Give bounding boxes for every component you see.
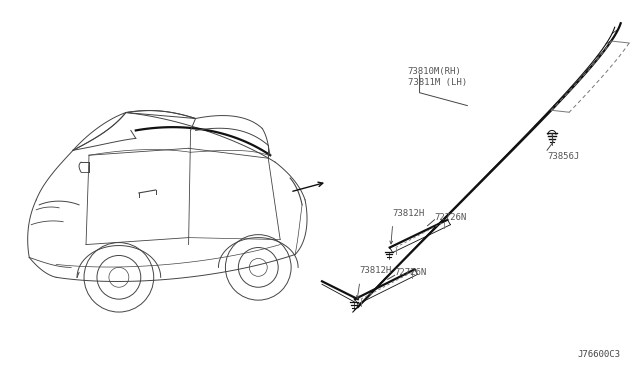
Text: 73812H: 73812H [393, 209, 425, 218]
Text: 73810M(RH): 73810M(RH) [408, 67, 461, 76]
Text: 73811M (LH): 73811M (LH) [408, 78, 467, 87]
Text: 73812H: 73812H [360, 266, 392, 275]
Text: 72726N: 72726N [435, 213, 467, 222]
Text: 72726N: 72726N [395, 268, 427, 277]
Text: 73856J: 73856J [547, 152, 579, 161]
Text: J76600C3: J76600C3 [578, 350, 621, 359]
